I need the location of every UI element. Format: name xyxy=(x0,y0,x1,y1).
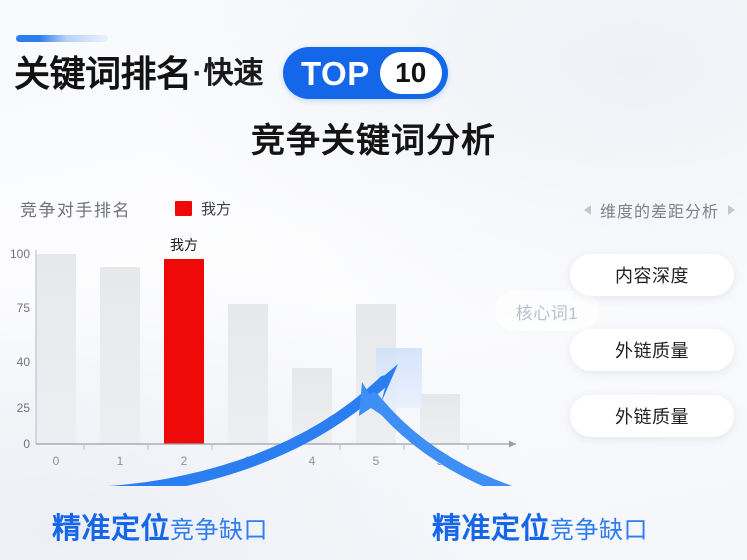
legend-swatch-icon xyxy=(175,201,192,216)
page-title: 关键词排名 · 快速 xyxy=(14,47,264,101)
page-title-sub: 快速 xyxy=(203,57,264,90)
dimension-panel-header: 维度的差距分析 xyxy=(583,198,735,222)
highlight-bar-label: 我方 xyxy=(170,237,198,253)
page-subtitle: 竞争关键词分析 xyxy=(251,122,496,160)
legend-label: 我方 xyxy=(201,201,232,218)
callout-right: 精准定位 竞争缺口 xyxy=(432,505,648,547)
svg-text:1: 1 xyxy=(117,454,124,468)
chart-caption: 竞争对手排名 xyxy=(20,201,131,220)
callout-left-strong: 精准定位 xyxy=(52,513,171,545)
triangle-left-icon[interactable] xyxy=(583,205,591,215)
competitor-rank-bar-chart: 100 75 40 25 0 我方 0 1 2 3 4 5 5 xyxy=(10,237,516,486)
svg-text:0: 0 xyxy=(53,454,60,468)
highlight-bar-my-rank[interactable] xyxy=(164,259,204,444)
dimension-pill-backlink-quality-2[interactable]: 外链质量 xyxy=(570,395,734,437)
callout-left-light: 竞争缺口 xyxy=(170,517,269,544)
svg-text:40: 40 xyxy=(17,355,31,369)
callout-right-light: 竞争缺口 xyxy=(550,517,649,544)
y-axis-ticks: 100 75 40 25 0 xyxy=(10,247,30,451)
top-rank-badge[interactable]: TOP 10 xyxy=(283,47,448,99)
accent-bar xyxy=(16,35,108,42)
svg-text:0: 0 xyxy=(23,437,30,451)
chart-header: 竞争对手排名 我方 xyxy=(20,196,231,221)
svg-text:2: 2 xyxy=(181,454,188,468)
dimension-pill-content-depth[interactable]: 内容深度 xyxy=(570,254,734,296)
svg-text:75: 75 xyxy=(17,301,31,315)
top-badge-count: 10 xyxy=(379,52,442,94)
dimension-panel-title: 维度的差距分析 xyxy=(599,204,719,221)
svg-text:100: 100 xyxy=(10,247,30,261)
top-badge-label: TOP xyxy=(301,54,370,92)
svg-text:25: 25 xyxy=(17,401,31,415)
growth-arrow-icon xyxy=(107,364,398,486)
triangle-right-icon[interactable] xyxy=(728,205,735,215)
callout-left: 精准定位 竞争缺口 xyxy=(52,505,268,547)
page-title-separator: · xyxy=(192,57,203,90)
page-title-main: 关键词排名 xyxy=(14,53,192,94)
callout-right-strong: 精准定位 xyxy=(432,513,551,545)
svg-text:5: 5 xyxy=(373,454,380,468)
dimension-pill-backlink-quality-1[interactable]: 外链质量 xyxy=(570,329,734,371)
decline-arrow-icon xyxy=(359,382,513,486)
chart-legend-item[interactable]: 我方 xyxy=(175,198,231,219)
ghost-keyword-pill: 核心词1 xyxy=(495,291,599,331)
svg-text:4: 4 xyxy=(309,454,316,468)
